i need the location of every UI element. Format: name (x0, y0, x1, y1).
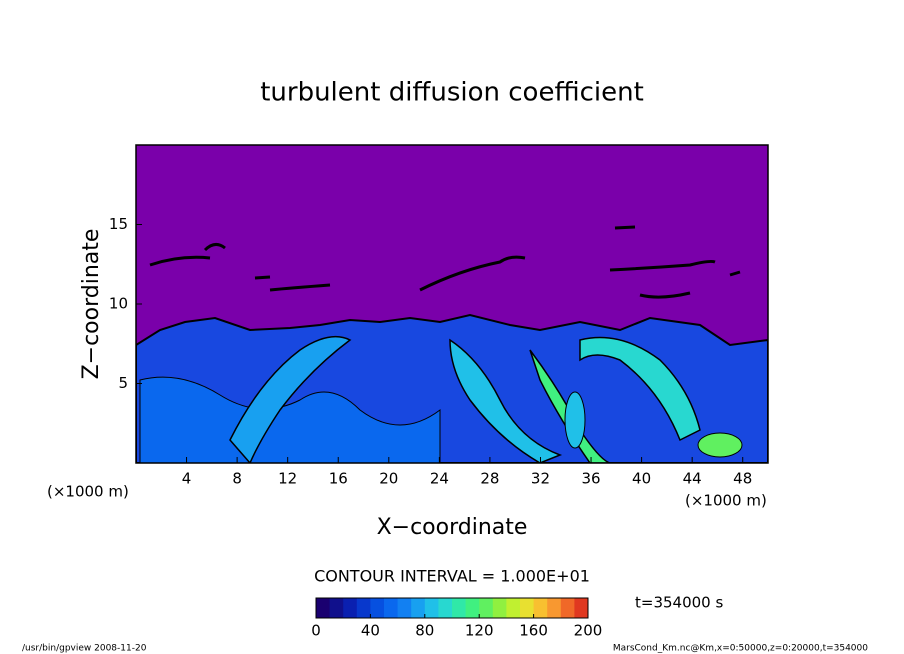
colorbar-cell (370, 598, 385, 618)
colorbar-tick-label: 0 (311, 622, 321, 640)
field-band (529, 349, 611, 463)
y-tick-label: 5 (118, 374, 128, 392)
x-tick-label: 44 (683, 470, 702, 488)
field-contour (149, 225, 741, 299)
colorbar-cell (465, 598, 480, 618)
colorbar-cell (316, 598, 331, 618)
x-axis-label: X−coordinate (377, 515, 528, 540)
x-unit-label: (×1000 m) (685, 492, 767, 510)
colorbar-cell (547, 598, 562, 618)
colorbar-cell (506, 598, 521, 618)
colorbar-cell (438, 598, 453, 618)
footer-left: /usr/bin/gpview 2008-11-20 (22, 644, 147, 654)
field-blob (564, 391, 586, 449)
colorbar-tick-label: 160 (519, 622, 548, 640)
x-tick-label: 28 (480, 470, 499, 488)
colorbar-tick-label: 200 (574, 622, 603, 640)
x-unit-label: (×1000 m) (47, 483, 129, 501)
x-tick-label: 48 (733, 470, 752, 488)
x-tick-label: 24 (430, 470, 449, 488)
colorbar-cell (560, 598, 575, 618)
field (136, 145, 768, 463)
colorbar-cell (492, 598, 507, 618)
colorbar-tick-label: 40 (361, 622, 380, 640)
colorbar-cell (411, 598, 426, 618)
colorbar-cell (520, 598, 535, 618)
time-label: t=354000 s (635, 594, 723, 612)
colorbar-tick-label: 120 (465, 622, 494, 640)
colorbar-cell (533, 598, 548, 618)
x-tick-label: 20 (379, 470, 398, 488)
x-tick-label: 4 (182, 470, 192, 488)
chart-title: turbulent diffusion coefficient (260, 78, 644, 108)
contour-interval: CONTOUR INTERVAL = 1.000E+01 (314, 567, 590, 586)
colorbar-cell (384, 598, 399, 618)
colorbar-tick-label: 80 (415, 622, 434, 640)
colorbar-cell (424, 598, 439, 618)
field-blob (697, 432, 743, 458)
colorbar-frame (315, 597, 589, 619)
x-tick-label: 40 (632, 470, 651, 488)
field-band (449, 338, 563, 463)
y-tick-label: 15 (109, 215, 128, 233)
field-band (579, 336, 701, 442)
colorbar-cell (452, 598, 467, 618)
colorbar-cell (329, 598, 344, 618)
x-tick-label: 36 (581, 470, 600, 488)
field-band (229, 335, 352, 463)
field-band (139, 376, 441, 463)
colorbar-cell (479, 598, 494, 618)
footer-right: MarsCond_Km.nc@Km,x=0:50000,z=0:20000,t=… (613, 644, 868, 654)
colorbar-cell (356, 598, 371, 618)
y-axis-label: Z−coordinate (79, 229, 104, 380)
x-tick-label: 8 (232, 470, 242, 488)
y-tick-label: 10 (109, 295, 128, 313)
x-tick-label: 16 (329, 470, 348, 488)
colorbar-cell (574, 598, 589, 618)
colorbar-cell (397, 598, 412, 618)
colorbar-cell (343, 598, 358, 618)
x-tick-label: 32 (531, 470, 550, 488)
x-tick-label: 12 (278, 470, 297, 488)
